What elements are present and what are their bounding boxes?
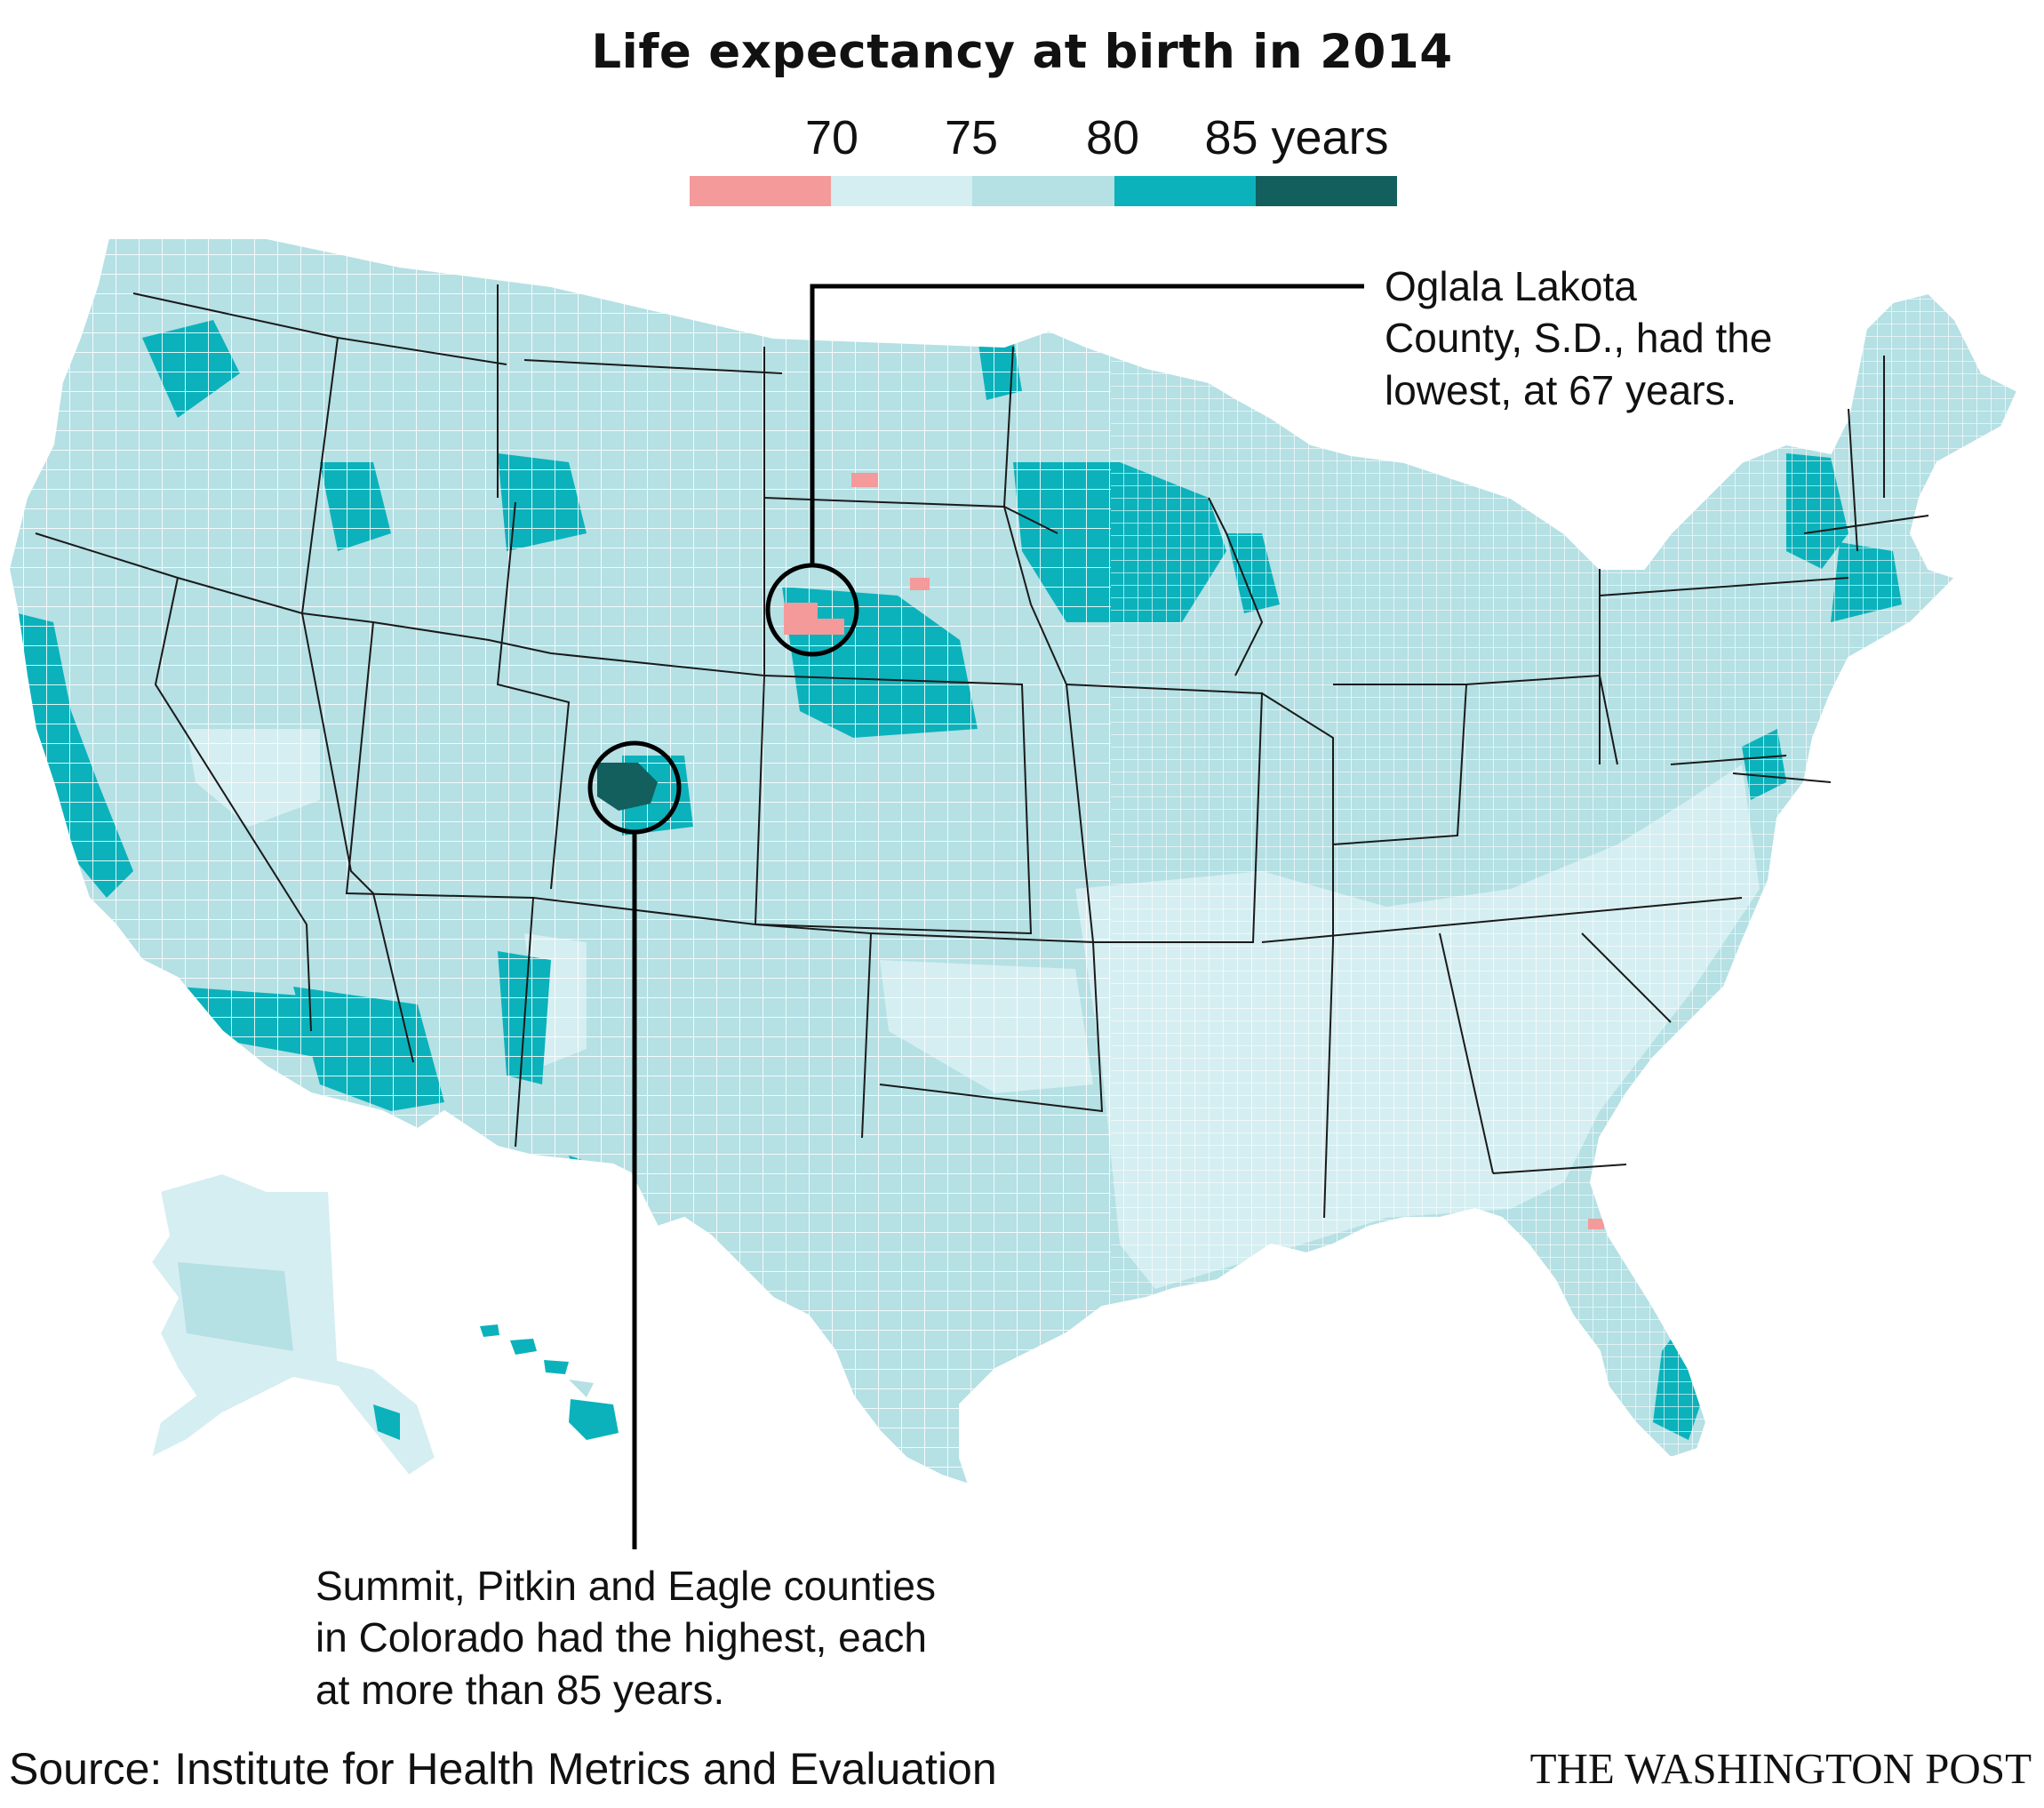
state-borders xyxy=(35,284,1929,1219)
legend-swatch-under-70 xyxy=(690,176,832,206)
publisher-credit: THE WASHINGTON POST xyxy=(1529,1744,2032,1793)
legend-swatch-80-85 xyxy=(1114,176,1256,206)
callout-highest-line-2: in Colorado had the highest, each xyxy=(315,1614,927,1661)
legend-swatch-85-plus xyxy=(1255,176,1398,206)
lowest-counties xyxy=(784,473,1604,1229)
legend-tick-80: 80 xyxy=(1085,111,1140,164)
callout-lowest-line-1: Oglala Lakota xyxy=(1385,263,1637,309)
chart-title: Life expectancy at birth in 2014 xyxy=(591,25,1453,79)
callout-highest-marker xyxy=(587,740,682,1549)
hawaii xyxy=(480,1324,619,1440)
legend-tick-85: 85 years xyxy=(1204,111,1389,164)
legend-swatch-70-75 xyxy=(831,176,973,206)
legend-swatch-75-80 xyxy=(972,176,1114,206)
callout-lowest-line-3: lowest, at 67 years. xyxy=(1385,366,1737,413)
legend-tick-75: 75 xyxy=(944,111,999,164)
source-note: Source: Institute for Health Metrics and… xyxy=(9,1744,997,1794)
callout-highest-text: Summit, Pitkin and Eagle counties in Col… xyxy=(315,1560,936,1716)
callout-highest-line-1: Summit, Pitkin and Eagle counties xyxy=(315,1563,937,1609)
alaska xyxy=(149,1172,437,1477)
callout-lowest-line-2: County, S.D., had the xyxy=(1385,315,1773,362)
legend-tick-70: 70 xyxy=(804,111,859,164)
callout-lowest-text: Oglala Lakota County, S.D., had the lowe… xyxy=(1385,260,1772,416)
callout-highest-line-3: at more than 85 years. xyxy=(315,1666,725,1713)
highest-counties-colorado xyxy=(597,763,658,811)
legend-color-bar xyxy=(690,176,1398,206)
callout-lowest-marker xyxy=(765,284,1364,657)
